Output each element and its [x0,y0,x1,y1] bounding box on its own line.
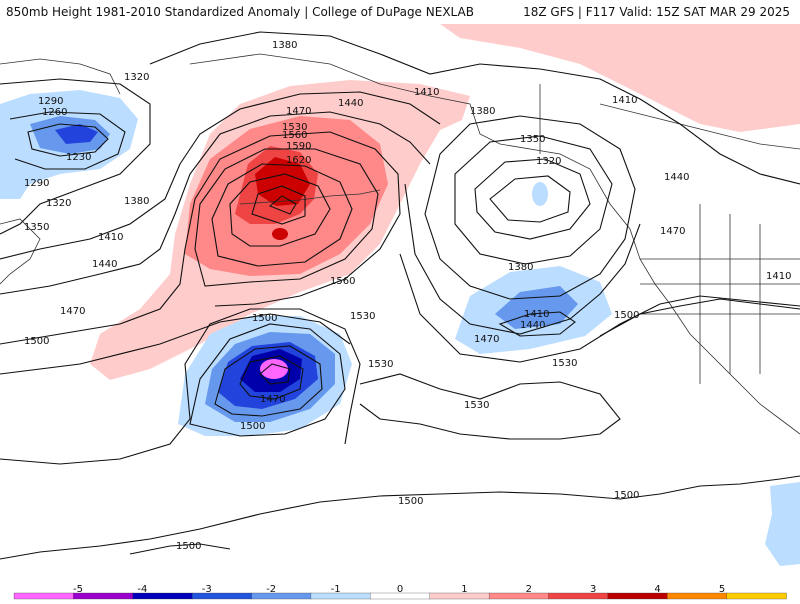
contour-label: 1320 [124,72,149,83]
contour-label: 1530 [350,311,375,322]
contour-label: 1530 [368,359,393,370]
east-pacific-negative-spot [532,182,548,206]
colorbar-tick-label: 3 [590,584,596,595]
colorbar-tick-label: 2 [526,584,532,595]
colorbar-segment [310,592,371,600]
contour-label: 1470 [660,226,685,237]
model-run-info: 18Z GFS | F117 Valid: 15Z SAT MAR 29 202… [523,5,790,19]
contour-labels: 1380 1320 1290 1260 1230 1290 1320 1350 … [24,40,791,552]
contour-label: 1500 [240,421,265,432]
ne-positive-anomaly [440,24,800,132]
colorbar-tick-label: -5 [73,584,83,595]
contour-label: 1440 [338,98,363,109]
contour-label: 1500 [614,490,639,501]
contour-label: 1320 [536,156,561,167]
contour-label: 1470 [60,306,85,317]
colorbar-tick-label: -2 [266,584,276,595]
bering-positive-spot [272,228,288,240]
contour-label: 1290 [38,96,63,107]
contour-label: 1410 [98,232,123,243]
contour-label: 1290 [24,178,49,189]
contour-label: 1380 [124,196,149,207]
colorbar-segment [251,592,312,600]
contour-label: 1440 [664,172,689,183]
contour-label: 1530 [464,400,489,411]
contour-label: 1590 [286,141,311,152]
contour-label: 1560 [330,276,355,287]
contour-label: 1410 [612,95,637,106]
anomaly-map[interactable]: 1380 1320 1290 1260 1230 1290 1320 1350 … [0,24,800,584]
contour-label: 1230 [66,152,91,163]
colorbar-tick-label: 4 [654,584,660,595]
contour-label: 1410 [524,309,549,320]
contour-label: 1470 [286,106,311,117]
map-title: 850mb Height 1981-2010 Standardized Anom… [6,5,474,19]
colorbar-segment [488,592,550,600]
colorbar-segment [726,592,787,600]
contour-label: 1380 [470,106,495,117]
nw-negative-strong [55,124,98,144]
contour-label: 1470 [474,334,499,345]
contour-label: 1530 [282,122,307,133]
contour-label: 1380 [508,262,533,273]
contour-label: 1500 [614,310,639,321]
contour-label: 1320 [46,198,71,209]
contour-label: 1380 [272,40,297,51]
colorbar-segment [13,592,75,600]
colorbar-tick-label: -4 [137,584,147,595]
contour-label: 1440 [520,320,545,331]
contour-label: 1410 [414,87,439,98]
colorbar-tick-label: 5 [719,584,725,595]
bering-positive-deep [255,157,310,206]
colorbar-tick-label: 1 [461,584,467,595]
contour-label: 1500 [398,496,423,507]
anomaly-shading [0,24,800,566]
colorbar-tick-label: -3 [202,584,212,595]
contour-label: 1470 [260,394,285,405]
title-bar: 850mb Height 1981-2010 Standardized Anom… [0,0,800,24]
contour-label: 1530 [552,358,577,369]
anomaly-colorbar: -5 -4 -3 -2 -1 0 1 2 3 4 5 [0,584,800,600]
se-negative-spot [765,482,800,566]
contour-label: 1500 [252,313,277,324]
contour-label: 1500 [24,336,49,347]
contour-label: 1350 [24,222,49,233]
colorbar-segment [429,592,490,600]
height-contours [0,31,800,560]
contour-label: 1620 [286,155,311,166]
contour-label: 1500 [176,541,201,552]
contour-label: 1440 [92,259,117,270]
colorbar-segment [548,592,609,600]
contour-label: 1560 [282,130,307,141]
colorbar-tick-label: -1 [331,584,341,595]
coastlines [0,53,800,435]
contour-label: 1260 [42,107,67,118]
contour-label: 1410 [766,271,791,282]
colorbar-tick-label: 0 [397,584,403,595]
contour-label: 1350 [520,134,545,145]
pacific-negative-extreme [260,359,288,379]
